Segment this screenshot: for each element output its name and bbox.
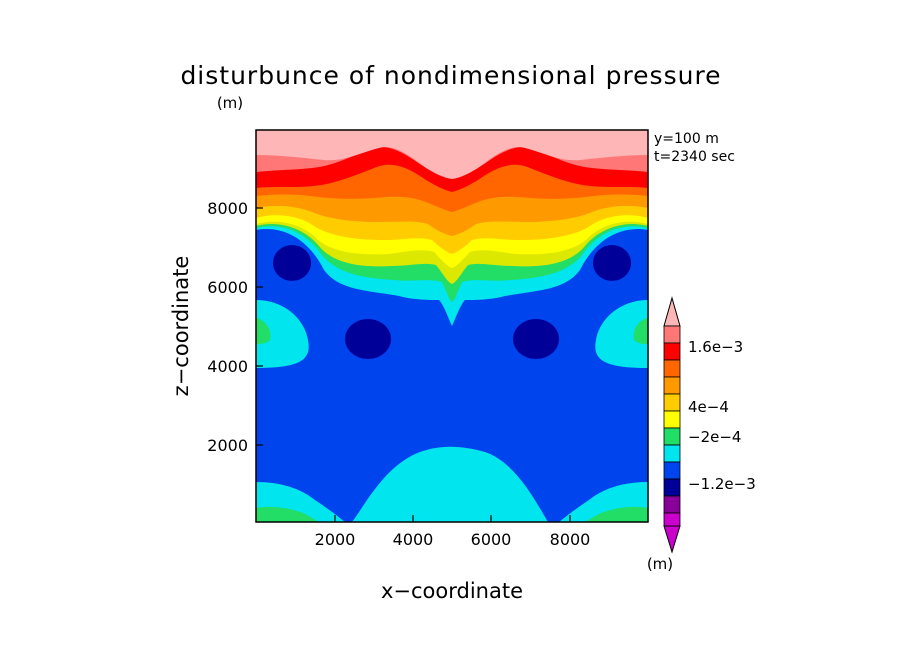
ytick-label: 4000 [207,357,248,376]
core-left-mid [345,319,391,359]
colorbar-tick-label: −1.2e−3 [688,475,756,493]
ytick-label: 8000 [207,199,248,218]
xtick-label: 8000 [550,530,591,549]
colorbar-tick-label: 4e−4 [688,398,729,416]
core-right-upper [593,245,631,281]
colorbar-swatch [663,376,681,395]
colorbar-swatch [663,342,681,361]
ytick-label: 6000 [207,278,248,297]
xtick-label: 6000 [471,530,512,549]
band-cyan-bottom-center [352,446,548,522]
band-green-side-right [633,318,648,344]
plot-frame [255,129,649,523]
colorbar-swatch [663,410,681,429]
xtick-label: 4000 [393,530,434,549]
colorbar-top-arrow [663,296,681,327]
y-axis-label: z−coordinate [169,256,193,397]
chart-title: disturbunce of nondimensional pressure [180,61,721,90]
ytick-label: 2000 [207,436,248,455]
colorbar-swatch [663,427,681,446]
colorbar-swatch [663,393,681,412]
colorbar-tick-label: 1.6e−3 [688,338,743,356]
colorbar-unit: (m) [647,555,673,573]
core-right-mid [513,319,559,359]
colorbar-swatch [663,512,681,527]
colorbar-swatch [663,495,681,514]
colorbar-bottom-arrow [663,525,681,554]
colorbar-swatch [663,325,681,344]
colorbar-tick-label: −2e−4 [688,428,741,446]
band-cyan-side-left [256,300,309,368]
band-pink-top [256,130,648,179]
title-unit: (m) [217,94,243,112]
band-green-bottom-left [256,506,318,522]
band-green-bottom-right [586,506,648,522]
colorbar-swatch [663,444,681,463]
contour-field [256,130,648,522]
core-left-upper [273,245,311,281]
colorbar-swatch [663,461,681,480]
xtick-label: 2000 [315,530,356,549]
band-green-side-left [256,318,271,344]
x-axis-label: x−coordinate [381,579,523,603]
colorbar-swatch [663,478,681,497]
tick-marks [256,207,571,522]
annotation-t: t=2340 sec [654,149,735,165]
band-cyan-side-right [595,300,648,368]
colorbar: 1.6e−3 4e−4 −2e−4 −1.2e−3 (m) [647,296,756,573]
colorbar-swatch [663,359,681,378]
annotation-y: y=100 m [654,131,719,147]
